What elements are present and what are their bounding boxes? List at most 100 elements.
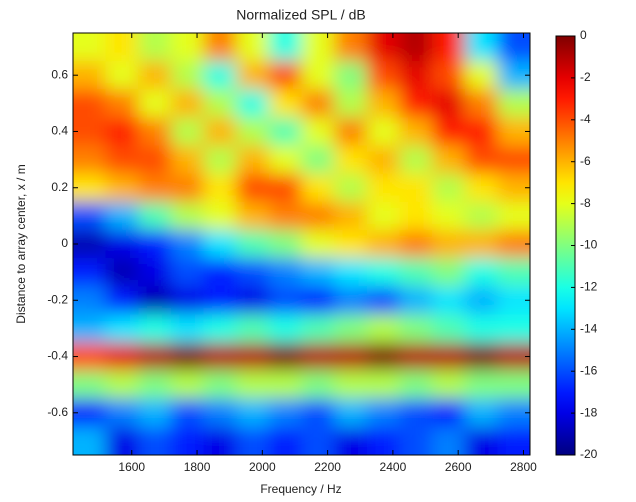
heatmap-cell <box>170 342 205 372</box>
heatmap-cell <box>268 229 302 259</box>
heatmap-cell <box>497 33 530 62</box>
heatmap-cell <box>334 89 368 118</box>
heatmap-cell <box>432 229 466 259</box>
heatmap-cell <box>105 117 139 147</box>
heatmap-cell <box>399 342 433 372</box>
y-axis-label: Distance to array center, x / m <box>14 164 28 323</box>
heatmap-cell <box>497 286 530 315</box>
heatmap-cell <box>301 201 335 231</box>
heatmap-cell <box>497 229 530 259</box>
heatmap-cell <box>366 33 400 62</box>
heatmap-cell <box>366 258 400 287</box>
heatmap-cell <box>399 201 433 231</box>
heatmap-cell <box>334 33 368 62</box>
colorbar-tick-label: -18 <box>580 405 598 419</box>
colorbar-tick-label: 0 <box>580 28 587 42</box>
heatmap-cell <box>334 229 368 259</box>
heatmap-cell <box>236 342 270 372</box>
heatmap-cell <box>464 314 498 343</box>
heatmap-cell <box>366 314 400 343</box>
heatmap-cell <box>236 314 270 343</box>
heatmap-cell <box>334 398 368 428</box>
heatmap-cell <box>203 145 237 175</box>
heatmap-cell <box>301 33 335 62</box>
heatmap-cell <box>432 258 466 287</box>
heatmap-cell <box>432 426 466 455</box>
heatmap-cell <box>497 61 530 90</box>
heatmap-cell <box>268 145 302 175</box>
heatmap-cell <box>105 145 139 175</box>
heatmap-cell <box>464 398 498 428</box>
x-tick-label: 2000 <box>249 460 276 474</box>
heatmap-cell <box>464 370 498 400</box>
colorbar-tick-label: -4 <box>580 112 591 126</box>
heatmap-cell <box>464 426 498 455</box>
heatmap-cell <box>334 145 368 175</box>
heatmap-cell <box>301 370 335 400</box>
heatmap-cell <box>464 258 498 287</box>
heatmap-cell <box>203 398 237 428</box>
heatmap-cell <box>138 117 172 147</box>
heatmap-cell <box>301 145 335 175</box>
heatmap-cell <box>203 61 237 90</box>
heatmap-cell <box>73 398 107 428</box>
heatmap-cell <box>105 342 139 372</box>
heatmap-cell <box>399 89 433 118</box>
heatmap-cell <box>170 370 205 400</box>
heatmap-cell <box>203 370 237 400</box>
heatmap-cell <box>105 314 139 343</box>
heatmap-cell <box>236 426 270 455</box>
heatmap-cell <box>73 201 107 231</box>
heatmap-cell <box>203 314 237 343</box>
heatmap-cell <box>236 33 270 62</box>
chart-title: Normalized SPL / dB <box>236 7 365 23</box>
heatmap-cell <box>366 426 400 455</box>
heatmap-cell <box>170 61 205 90</box>
heatmap-cell <box>73 61 107 90</box>
heatmap-cell <box>268 61 302 90</box>
heatmap-cell <box>301 342 335 372</box>
heatmap-cell <box>170 117 205 147</box>
heatmap-cell <box>334 426 368 455</box>
heatmap-cell <box>464 229 498 259</box>
heatmap-cell <box>497 342 530 372</box>
heatmap-cell <box>464 33 498 62</box>
heatmap-cell <box>268 398 302 428</box>
heatmap-cell <box>170 286 205 315</box>
heatmap-cell <box>105 426 139 455</box>
colorbar-tick-label: -20 <box>580 447 598 461</box>
heatmap-cell <box>138 89 172 118</box>
heatmap-cell <box>203 286 237 315</box>
heatmap-cell <box>301 286 335 315</box>
heatmap-cell <box>497 398 530 428</box>
heatmap-cell <box>334 314 368 343</box>
heatmap-cell <box>73 314 107 343</box>
heatmap-cell <box>105 61 139 90</box>
heatmap-cell <box>268 201 302 231</box>
heatmap-cell <box>268 426 302 455</box>
heatmap-cell <box>73 33 107 62</box>
heatmap-cell <box>268 117 302 147</box>
colorbar-tick-label: -12 <box>580 280 598 294</box>
heatmap-cell <box>268 370 302 400</box>
heatmap-cell <box>432 145 466 175</box>
heatmap-cell <box>432 286 466 315</box>
heatmap-cell <box>170 173 205 203</box>
heatmap-cell <box>497 426 530 455</box>
heatmap-cell <box>138 173 172 203</box>
y-tick-label: -0.6 <box>47 405 68 419</box>
heatmap-cell <box>464 201 498 231</box>
heatmap-cell <box>73 286 107 315</box>
heatmap-cell <box>236 258 270 287</box>
heatmap-cell <box>170 33 205 62</box>
heatmap-cell <box>73 370 107 400</box>
heatmap-cell <box>464 117 498 147</box>
colorbar-tick-label: -14 <box>580 321 598 335</box>
heatmap-cell <box>170 258 205 287</box>
heatmap-cell <box>170 89 205 118</box>
heatmap-cell <box>138 258 172 287</box>
heatmap-cell <box>432 173 466 203</box>
heatmap-cell <box>203 117 237 147</box>
heatmap-cell <box>236 370 270 400</box>
